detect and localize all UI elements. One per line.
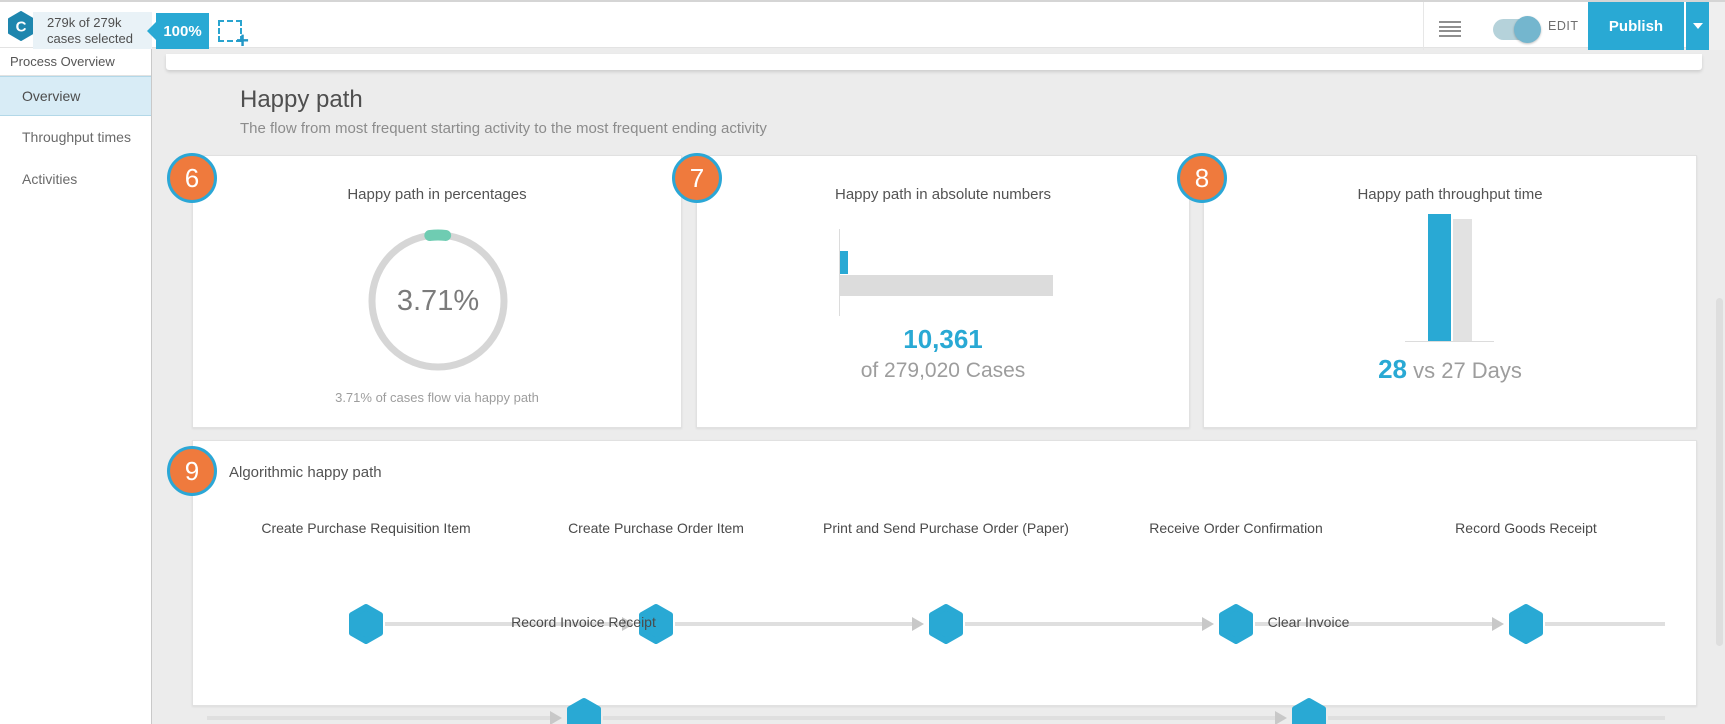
menu-icon[interactable]: [1439, 21, 1461, 37]
annotation-badge-8: 8: [1177, 153, 1227, 203]
activity-hexagon-node[interactable]: [348, 603, 384, 645]
activity-label: Clear Invoice: [1267, 614, 1350, 630]
card-caption: 3.71% of cases flow via happy path: [335, 390, 539, 405]
edit-label: EDIT: [1548, 19, 1579, 33]
previous-sheet-edge: [166, 54, 1702, 70]
add-selection-icon[interactable]: +: [218, 20, 249, 52]
throughput-bar-chart[interactable]: [1405, 214, 1494, 342]
chevron-down-icon: [1692, 23, 1703, 29]
flow-connector-arrow: [965, 617, 1214, 631]
logo-letter: C: [16, 19, 27, 36]
flow-connector-arrow: [1255, 617, 1504, 631]
flow-connector-arrow: [385, 617, 634, 631]
main-content: Happy path The flow from most frequent s…: [153, 48, 1725, 724]
throughput-comparison-bar: [1453, 219, 1472, 341]
activity-hexagon-node[interactable]: [1291, 697, 1327, 724]
process-flow-row-2: Record Invoice Receipt Clear Invoice: [207, 606, 1671, 724]
activity-hexagon-node[interactable]: [1218, 603, 1254, 645]
sidebar-item-overview[interactable]: Overview: [0, 76, 151, 116]
activity-hexagon-node[interactable]: [638, 603, 674, 645]
bar-chart-axis: [839, 229, 840, 316]
donut-segment: [366, 229, 510, 373]
section-subtitle: The flow from most frequent starting act…: [240, 120, 767, 137]
absolute-total-bar: [840, 275, 1053, 296]
kpi-caption: vs 27 Days: [1406, 358, 1522, 383]
annotation-badge-6: 6: [167, 153, 217, 203]
process-flow-row-1: Create Purchase Requisition Item Create …: [221, 512, 1671, 644]
publish-button[interactable]: Publish: [1588, 2, 1684, 50]
topbar: C 279k of 279k cases selected 100% + EDI…: [0, 0, 1725, 52]
activity-hexagon-node[interactable]: [1508, 603, 1544, 645]
card-happy-path-absolute[interactable]: Happy path in absolute numbers 10,361 of…: [696, 155, 1190, 428]
flow-connector-arrow: [602, 711, 1287, 724]
activity-hexagon-node[interactable]: [566, 697, 602, 724]
card-happy-path-throughput[interactable]: Happy path throughput time 28 vs 27 Days: [1203, 155, 1697, 428]
flow-connector-arrow: [675, 617, 924, 631]
flow-connector-arrow: [207, 711, 561, 724]
sidebar-item-activities[interactable]: Activities: [22, 171, 78, 187]
sidebar: Process Overview Overview Throughput tim…: [0, 48, 152, 724]
zoom-level-badge[interactable]: 100%: [147, 13, 209, 49]
case-selection-info[interactable]: 279k of 279k cases selected: [33, 12, 152, 49]
celonis-logo-icon[interactable]: C: [8, 11, 34, 41]
flow-connector-tail: [1545, 622, 1665, 626]
card-title: Algorithmic happy path: [229, 464, 382, 481]
kpi-label: 28 vs 27 Days: [1204, 354, 1696, 385]
sidebar-item-throughput-times[interactable]: Throughput times: [22, 129, 131, 145]
activity-label: Create Purchase Requisition Item: [261, 520, 471, 536]
activity-label: Print and Send Purchase Order (Paper): [823, 520, 1069, 536]
activity-label: Record Invoice Receipt: [511, 614, 656, 630]
toggle-knob: [1514, 16, 1541, 43]
donut-center-value: 3.71%: [396, 284, 480, 317]
annotation-badge-7: 7: [672, 153, 722, 203]
activity-hexagon-node[interactable]: [928, 603, 964, 645]
kpi-value: 28: [1378, 354, 1407, 384]
throughput-happy-bar: [1428, 214, 1451, 341]
flow-connector-tail: [1327, 716, 1665, 720]
kpi-caption: of 279,020 Cases: [860, 359, 1026, 382]
sidebar-header: Process Overview: [0, 48, 151, 76]
donut-chart[interactable]: 3.71%: [358, 221, 518, 381]
card-title: Happy path in percentages: [347, 186, 527, 203]
absolute-bar-chart[interactable]: [839, 229, 1139, 316]
vertical-scrollbar-thumb[interactable]: [1716, 298, 1723, 646]
card-happy-path-percentages[interactable]: Happy path in percentages 3.71% 3.71% of…: [192, 155, 682, 428]
activity-label: Create Purchase Order Item: [568, 520, 744, 536]
topbar-divider: [1423, 2, 1424, 50]
section-title: Happy path: [240, 86, 363, 113]
publish-dropdown-button[interactable]: [1686, 2, 1709, 50]
card-title: Happy path throughput time: [1357, 186, 1543, 203]
edit-mode-toggle[interactable]: [1493, 16, 1541, 43]
activity-label: Record Goods Receipt: [1455, 520, 1597, 536]
selection-count: 279k of 279k: [47, 15, 122, 30]
activity-label: Receive Order Confirmation: [1149, 520, 1323, 536]
selection-label: cases selected: [47, 31, 133, 46]
card-algorithmic-happy-path[interactable]: Algorithmic happy path Create Purchase R…: [192, 440, 1697, 724]
topbar-corner: [1709, 2, 1725, 50]
bar-chart-baseline: [1405, 341, 1494, 342]
kpi-value: 10,361: [903, 324, 983, 354]
annotation-badge-9: 9: [167, 446, 217, 496]
card-title: Happy path in absolute numbers: [835, 186, 1051, 203]
absolute-happy-bar: [840, 251, 848, 274]
plus-icon: +: [236, 28, 249, 53]
